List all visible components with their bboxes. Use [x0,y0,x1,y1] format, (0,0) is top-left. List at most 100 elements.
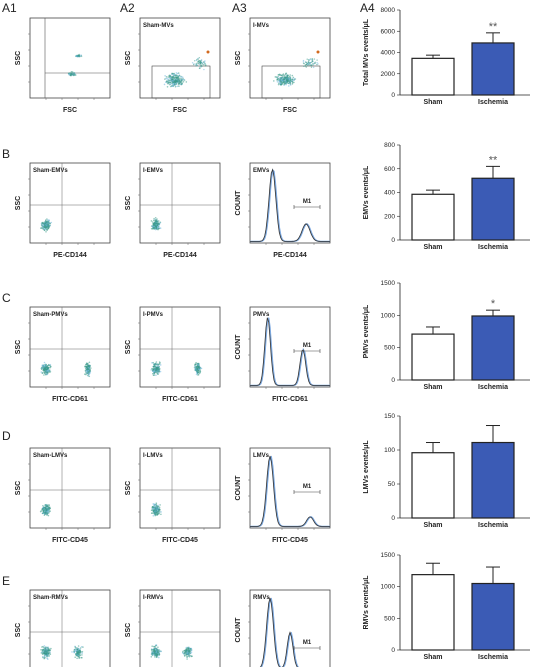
event-dot [181,78,183,81]
event-dot [154,217,157,219]
event-dot [311,58,314,61]
x-axis-label: FSC [283,107,297,114]
event-dot [196,367,198,370]
event-dot [41,225,44,227]
event-dot [157,512,160,514]
y-axis-label: SSC [235,51,242,65]
inset-label: EMVs [253,168,270,174]
event-dot [48,364,51,367]
event-dot [196,64,198,66]
flow-panel-5-1: APC-Erythroid CellSSCSham-RMVs [15,589,111,667]
event-dot [196,363,199,366]
event-dot [152,515,155,517]
event-dot [175,72,178,74]
event-dot [316,50,320,54]
event-dot [150,512,153,514]
event-dot [43,374,45,376]
bar-chart-5: 0 500 1000 1500 RMVs events/μL Sham Ischemia [363,552,530,661]
event-dot [155,506,158,509]
event-dot [49,510,51,513]
event-dot [182,652,184,654]
event-dot [49,649,51,651]
event-dot [156,221,159,223]
event-dot [43,361,46,364]
event-dot [49,222,51,225]
event-dot [154,656,156,658]
event-dot [48,369,51,371]
event-dot [74,656,76,658]
event-dot [166,78,168,80]
event-dot [156,227,159,229]
event-dot [177,76,180,78]
event-dot [87,374,89,377]
event-dot [43,511,45,513]
event-dot [71,71,74,74]
event-dot [182,77,184,80]
event-dot [291,83,294,85]
y-tick-label: 400 [384,190,395,197]
event-dot [71,73,74,76]
event-dot [276,81,279,83]
event-dot [183,655,186,657]
event-dot [89,371,91,373]
event-dot [199,63,201,65]
event-dot [172,77,174,80]
event-dot [44,365,46,368]
event-dot [189,652,191,655]
event-dot [154,222,157,224]
event-dot [277,83,280,86]
histogram-curve [250,168,330,242]
event-dot [178,78,180,81]
event-dot [277,73,280,76]
event-dot [188,653,190,655]
event-dot [165,81,167,83]
event-dot [199,66,201,68]
event-dot [45,371,48,374]
event-dot [204,63,206,66]
x-axis-label: FITC-CD45 [272,537,308,544]
event-dot [76,651,78,654]
event-dot [157,504,159,507]
event-dot [40,227,43,229]
event-dot [168,74,170,77]
event-dot [84,373,86,376]
event-dot [157,373,159,376]
event-dot [159,364,162,366]
event-dot [196,62,198,64]
event-dot [47,652,50,655]
y-tick-label: 50 [388,481,396,488]
event-dot [40,510,43,512]
event-dot [74,74,77,76]
plot-frame [139,447,221,529]
y-axis-label: SSC [15,51,22,65]
event-dot [288,85,290,87]
category-label: Ischemia [478,99,508,106]
event-dot [154,363,156,366]
event-dot [85,362,88,365]
event-dot [49,507,51,510]
event-dot [194,60,196,62]
event-dot [43,229,46,231]
panel-label-e: E [2,574,10,588]
event-dot [43,509,46,511]
inset-label: Sham-RMVs [33,595,69,601]
event-dot [157,646,159,648]
bar-chart-2: 0 200 400 600 800 EMVs events/μL Sham Ischemia *… [363,142,530,251]
event-dot [176,72,179,75]
category-label: Sham [423,522,442,529]
event-dot [171,80,173,82]
event-dot [159,504,161,506]
y-tick-label: 0 [391,377,395,384]
event-dot [172,83,174,85]
flow-panel-2-3: PE-CD144 COUNT EMVs M1 [235,162,331,259]
event-dot [48,371,51,373]
event-dot [156,370,158,373]
event-dot [190,655,193,658]
event-dot [43,368,45,370]
event-dot [48,222,50,224]
plot-frame [29,447,111,529]
plot-frame [249,447,331,529]
event-dot [313,58,316,60]
event-dot [197,62,199,65]
event-dot [314,61,316,63]
